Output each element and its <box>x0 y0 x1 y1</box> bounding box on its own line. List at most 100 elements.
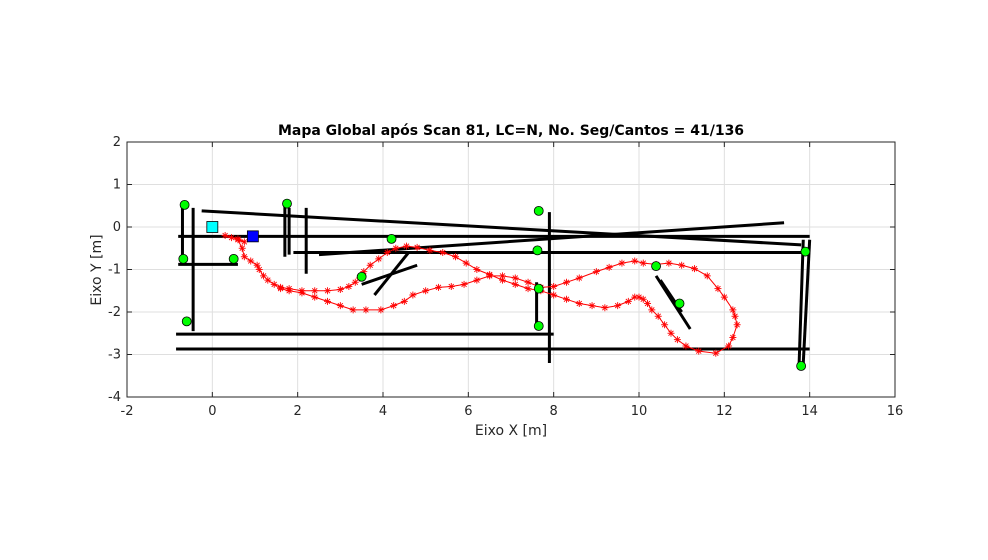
trajectory-point <box>447 283 455 290</box>
asterisk-stroke <box>422 287 429 294</box>
trajectory-point <box>270 280 278 288</box>
asterisk-stroke <box>414 244 420 251</box>
asterisk-stroke <box>606 264 612 271</box>
asterisk-stroke <box>265 277 271 283</box>
asterisk-stroke <box>691 265 698 272</box>
asterisk-stroke <box>661 321 668 328</box>
asterisk-stroke <box>337 286 344 293</box>
asterisk-stroke <box>730 334 736 341</box>
asterisk-stroke <box>550 292 557 298</box>
corner-point <box>674 298 685 309</box>
trajectory-point <box>511 280 519 288</box>
asterisk-stroke <box>277 285 284 292</box>
current-pose <box>246 230 259 243</box>
asterisk-stroke <box>311 294 318 300</box>
corner-point <box>178 253 189 264</box>
corner-point <box>533 321 544 331</box>
trajectory-point <box>703 272 711 280</box>
trajectory-point <box>439 249 447 256</box>
trajectory-point <box>665 259 673 267</box>
asterisk-stroke <box>256 266 263 273</box>
trajectory-point <box>462 259 470 267</box>
asterisk-stroke <box>704 273 711 279</box>
asterisk-stroke <box>393 245 399 252</box>
asterisk-stroke <box>721 294 728 300</box>
asterisk-stroke <box>241 239 248 245</box>
asterisk-stroke <box>461 281 467 288</box>
trajectory-point <box>575 274 583 282</box>
asterisk-stroke <box>525 279 531 286</box>
asterisk-stroke <box>636 294 642 300</box>
asterisk-stroke <box>363 307 369 313</box>
trajectory-point <box>400 297 408 305</box>
asterisk-stroke <box>499 277 506 283</box>
trajectory-point <box>253 261 261 269</box>
trajectory-point <box>345 283 353 290</box>
start-pose <box>206 221 219 233</box>
asterisk-stroke <box>732 313 738 320</box>
x-tick-label: -2 <box>121 404 134 419</box>
wall-segment <box>797 239 805 368</box>
trajectory-point <box>644 300 652 307</box>
trajectory-point <box>524 285 532 293</box>
trajectory-point <box>434 283 442 291</box>
trajectory-point <box>473 276 481 284</box>
asterisk-stroke <box>247 258 254 264</box>
asterisk-stroke <box>668 330 674 337</box>
trajectory-point <box>383 249 391 256</box>
asterisk-stroke <box>260 273 267 279</box>
asterisk-stroke <box>550 283 557 290</box>
trajectory-point <box>682 342 690 350</box>
y-tick-label: 0 <box>113 220 121 235</box>
asterisk-stroke <box>350 307 356 313</box>
trajectory-point <box>562 278 570 286</box>
asterisk-stroke <box>713 350 719 357</box>
asterisk-stroke <box>734 321 740 328</box>
trajectory-point <box>311 287 319 295</box>
trajectory-point <box>550 291 558 299</box>
asterisk-stroke <box>512 281 519 288</box>
asterisk-stroke <box>410 292 416 298</box>
wall-segment <box>201 209 802 247</box>
asterisk-stroke <box>695 348 702 354</box>
trajectory-point <box>264 276 272 284</box>
asterisk-stroke <box>378 307 384 313</box>
trajectory-point <box>618 259 626 267</box>
asterisk-stroke <box>725 343 732 349</box>
asterisk-stroke <box>375 256 382 262</box>
trajectory-point <box>277 285 285 293</box>
asterisk-stroke <box>631 294 638 300</box>
y-tick-label: 1 <box>113 178 121 193</box>
corner-markers <box>178 198 811 371</box>
wall-segment <box>801 239 812 364</box>
corner-point <box>651 261 661 272</box>
trajectory-point <box>731 312 739 320</box>
corner-point <box>179 199 190 210</box>
trajectory-point <box>392 244 400 252</box>
trajectory-point <box>377 306 385 314</box>
asterisk-stroke <box>576 300 583 307</box>
asterisk-stroke <box>640 296 647 303</box>
corner-point <box>532 245 543 256</box>
asterisk-stroke <box>499 273 506 279</box>
trajectory-point <box>285 287 293 295</box>
asterisk-stroke <box>512 275 519 281</box>
chart-title: Mapa Global após Scan 81, LC=N, No. Seg/… <box>278 123 744 139</box>
trajectory-point <box>349 306 357 314</box>
trajectory-point <box>550 283 558 290</box>
trajectory-point <box>324 287 332 295</box>
asterisk-stroke <box>619 260 625 266</box>
trajectory-point <box>639 295 647 303</box>
trajectory-point <box>221 232 229 239</box>
trajectory-point <box>336 285 344 293</box>
trajectory-point <box>324 297 332 305</box>
asterisk-stroke <box>435 284 442 291</box>
x-tick-label: 10 <box>631 404 648 419</box>
asterisk-stroke <box>640 260 647 266</box>
trajectory-point <box>298 289 306 297</box>
asterisk-stroke <box>228 234 235 241</box>
x-tick-label: 6 <box>464 404 472 419</box>
asterisk-stroke <box>678 262 685 269</box>
trajectory-point <box>712 349 720 357</box>
